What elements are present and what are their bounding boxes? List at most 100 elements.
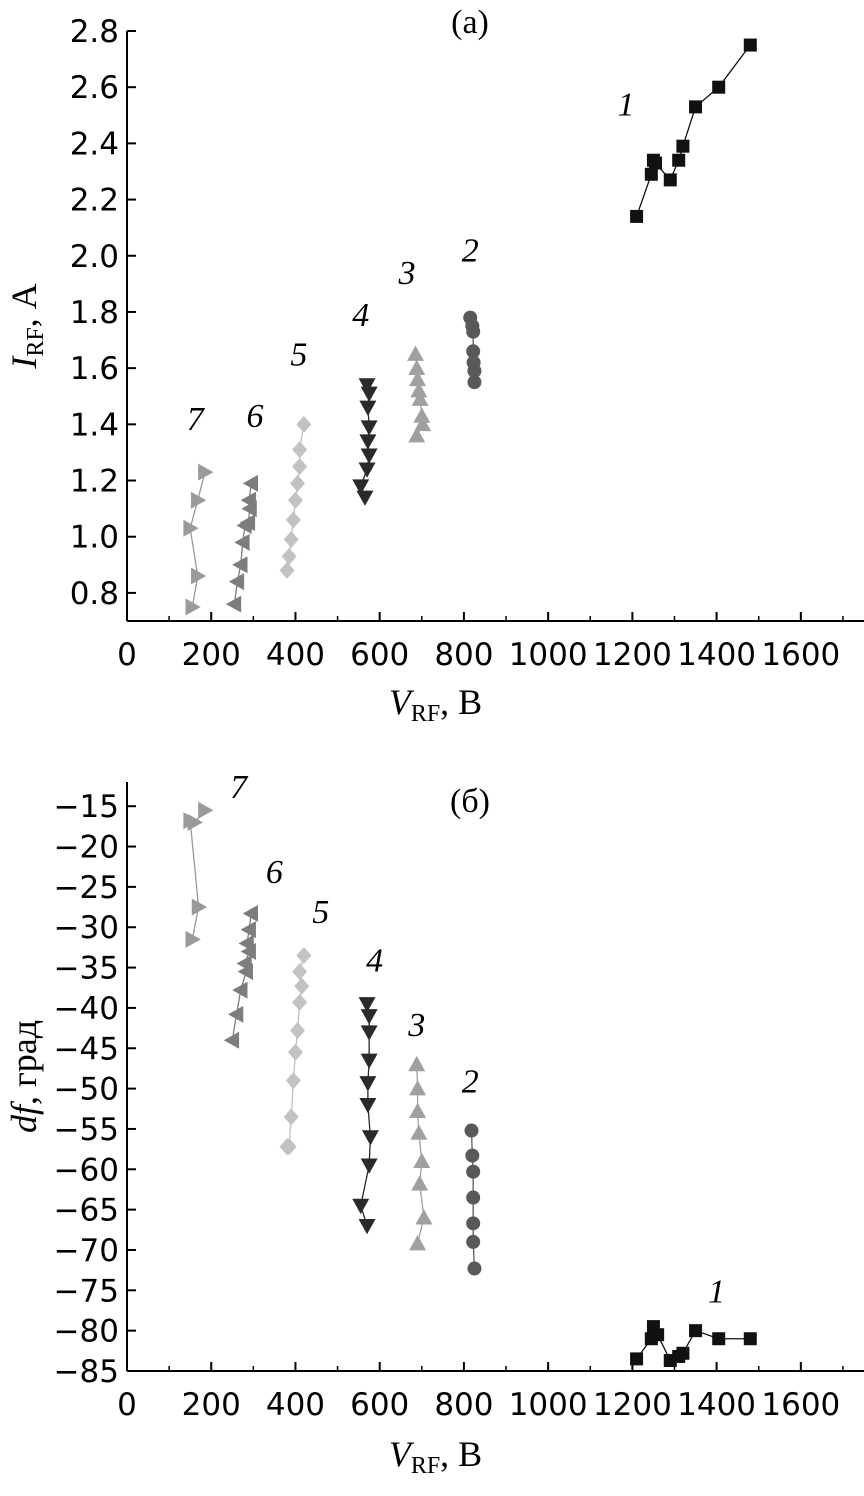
y-tick-label: 2.2 (70, 183, 119, 219)
series-label: 6 (247, 398, 264, 435)
series-label: 2 (462, 1064, 479, 1101)
data-point (743, 1332, 757, 1346)
x-tick-label: 400 (266, 1387, 325, 1423)
x-tick-label: 200 (182, 637, 241, 673)
data-point (285, 1072, 301, 1090)
data-point (185, 930, 201, 948)
series-label: 3 (398, 255, 416, 292)
data-point (409, 370, 427, 387)
data-point (689, 100, 703, 114)
y-tick-label: 1.8 (70, 295, 119, 331)
x-tick-label: 800 (434, 637, 493, 673)
data-point (409, 1102, 427, 1118)
data-point (414, 415, 432, 432)
y-tick-label: −65 (54, 1193, 119, 1229)
y-tick-label: −45 (54, 1031, 119, 1067)
data-point (408, 359, 426, 375)
data-point (467, 375, 482, 390)
series-label: 5 (290, 336, 307, 373)
data-point (232, 556, 248, 574)
series-label: 3 (407, 1007, 425, 1044)
data-point (356, 490, 374, 506)
data-point (467, 1261, 482, 1276)
data-point (292, 457, 308, 475)
data-point (225, 595, 242, 613)
series-5: 5 (279, 894, 329, 1156)
data-point (466, 1164, 481, 1179)
x-tick-label: 1000 (509, 1387, 588, 1423)
y-tick-label: −60 (54, 1152, 119, 1188)
series-label: 1 (708, 1273, 725, 1310)
data-point (223, 1031, 240, 1049)
x-tick-label: 1200 (593, 1387, 672, 1423)
data-point (358, 997, 376, 1013)
series-7: 7 (183, 401, 214, 616)
y-tick-label: −35 (54, 951, 119, 987)
y-tick-label: −70 (54, 1233, 119, 1269)
data-point (183, 519, 199, 537)
data-point (466, 344, 481, 359)
x-tick-label: 600 (350, 637, 409, 673)
series-4: 4 (352, 297, 378, 506)
data-point (644, 167, 658, 181)
data-point (358, 1218, 376, 1235)
data-point (360, 448, 378, 464)
data-point (408, 1055, 426, 1072)
data-point (290, 1022, 306, 1040)
chart-panel-a: 0 200 400 600 800 1000 1200 1400 1600 0.8 1.0 1.2 1.… (4, 4, 864, 727)
data-point (236, 516, 252, 534)
x-tick-label: 1600 (761, 637, 840, 673)
data-point (360, 1053, 378, 1069)
y-tick-label: 2.6 (70, 70, 119, 106)
data-point (663, 173, 677, 187)
y-tick-label: −15 (54, 789, 119, 825)
data-point (649, 156, 663, 170)
data-point (352, 1198, 370, 1215)
x-tick-label: 400 (266, 637, 325, 673)
x-axis-label: VRF, В (389, 1434, 482, 1479)
series-2: 2 (462, 232, 482, 390)
data-point (183, 812, 199, 830)
series-label: 4 (352, 297, 369, 334)
x-tick-label: 1000 (509, 637, 588, 673)
data-point (411, 390, 429, 406)
data-point (413, 1152, 431, 1169)
series-label: 7 (230, 769, 249, 806)
series-7-line (189, 471, 206, 608)
y-tick-label: −50 (54, 1072, 119, 1108)
x-tick-label: 1400 (677, 637, 756, 673)
chart-panel-b: 0 200 400 600 800 1000 1200 1400 1600 −85 −80 −75 −7… (4, 769, 864, 1479)
data-point (464, 1123, 479, 1138)
data-point (712, 1332, 726, 1346)
data-point (358, 378, 376, 394)
data-point (466, 1234, 481, 1249)
data-point (630, 209, 644, 223)
series-2: 2 (462, 1064, 482, 1276)
data-point (285, 511, 301, 529)
x-axis-label: VRF, В (389, 682, 482, 727)
y-tick-label: −40 (54, 991, 119, 1027)
y-axis-label: IRF, А (4, 283, 49, 369)
series-label: 4 (366, 943, 383, 980)
y-axis-label: df, град (4, 1020, 44, 1133)
data-point (360, 386, 378, 402)
data-point (409, 1080, 427, 1096)
data-point (242, 474, 259, 492)
data-point (411, 1175, 429, 1191)
data-point (283, 1108, 299, 1126)
data-point (415, 1209, 433, 1225)
series-label: 5 (312, 894, 329, 931)
data-point (232, 981, 248, 999)
data-point (228, 573, 245, 591)
data-point (240, 942, 256, 960)
data-point (190, 491, 207, 509)
data-point (359, 400, 377, 416)
y-tick-label: 2.0 (70, 239, 119, 275)
y-tick-label: −30 (54, 910, 119, 946)
series-1: 1 (618, 38, 757, 223)
x-tick-label: 800 (434, 1387, 493, 1423)
y-tick-label: −20 (54, 830, 119, 866)
data-point (360, 1009, 378, 1025)
y-tick-label: −80 (54, 1314, 119, 1350)
